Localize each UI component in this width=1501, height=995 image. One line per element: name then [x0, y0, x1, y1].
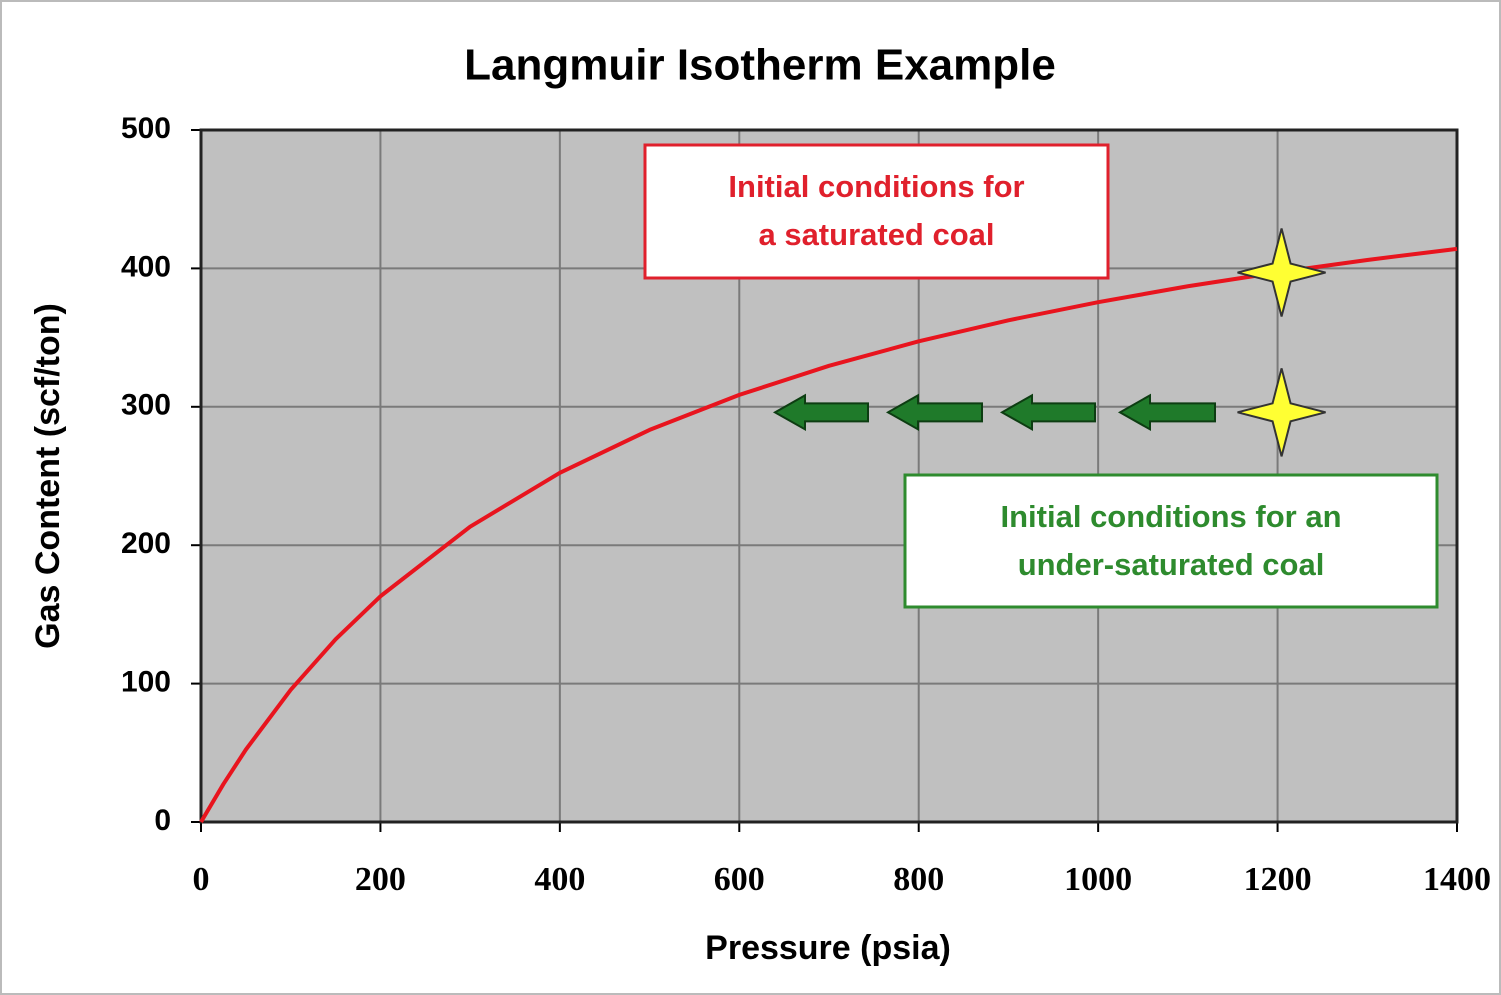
x-axis-label: Pressure (psia) — [705, 929, 951, 967]
y-axis-label: Gas Content (scf/ton) — [29, 303, 67, 649]
annotation-box — [903, 473, 1439, 609]
annotation-box — [643, 143, 1110, 280]
arrow — [885, 393, 983, 432]
arrow — [772, 393, 869, 432]
plot-border — [199, 128, 1459, 824]
annotation-text: Initial conditions for — [728, 169, 1024, 204]
arrow — [1117, 393, 1216, 432]
star-marker — [1237, 228, 1326, 317]
y-tick-label: 100 — [121, 666, 171, 699]
x-tick-label: 0 — [193, 861, 210, 898]
y-tick-label: 500 — [121, 112, 171, 145]
line-series — [199, 246, 1458, 824]
annotation-text: Initial conditions for an — [1001, 499, 1342, 534]
x-tick-label: 1000 — [1064, 861, 1132, 898]
x-tick-label: 1200 — [1244, 861, 1312, 898]
x-tick-label: 600 — [714, 861, 765, 898]
y-tick-label: 0 — [154, 804, 171, 837]
annotation-text: a saturated coal — [758, 217, 994, 252]
x-tick-label: 1400 — [1423, 861, 1491, 898]
star-marker — [1237, 368, 1326, 457]
y-tick-label: 200 — [121, 527, 171, 560]
y-tick-label: 400 — [121, 250, 171, 283]
annotation-text: under-saturated coal — [1018, 547, 1325, 582]
x-tick-label: 400 — [534, 861, 585, 898]
y-tick-label: 300 — [121, 389, 171, 422]
arrow — [999, 393, 1096, 432]
x-tick-label: 800 — [893, 861, 944, 898]
x-tick-label: 200 — [355, 861, 406, 898]
chart-title: Langmuir Isotherm Example — [464, 41, 1056, 90]
